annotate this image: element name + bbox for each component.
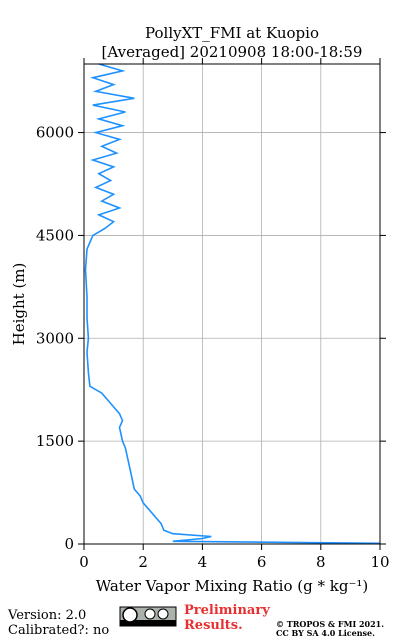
copyright: © TROPOS & FMI 2021. (276, 619, 384, 629)
y-tick-label: 4500 (36, 226, 74, 244)
cc-logo (119, 606, 177, 627)
copyright: CC BY SA 4.0 License. (276, 628, 375, 638)
plot-frame (83, 63, 381, 545)
y-tick-label: 3000 (36, 329, 74, 347)
x-tick-label: 0 (79, 553, 89, 571)
y-tick-label: 0 (64, 535, 74, 553)
preliminary: Results. (184, 618, 243, 633)
y-axis-label: Height (m) (10, 263, 28, 346)
x-axis-label: Water Vapor Mixing Ratio (g * kg⁻¹) (96, 577, 368, 595)
chart-title: PollyXT_FMI at Kuopio (145, 24, 319, 42)
profile-line (84, 63, 381, 545)
calibrated: Calibrated?: no (8, 623, 109, 638)
x-tick-label: 10 (370, 553, 389, 571)
x-tick-label: 6 (257, 553, 267, 571)
x-tick-label: 4 (198, 553, 208, 571)
y-tick-label: 1500 (36, 432, 74, 450)
y-tick-label: 6000 (36, 124, 74, 142)
x-tick-label: 8 (316, 553, 326, 571)
x-tick-label: 2 (138, 553, 148, 571)
version: Version: 2.0 (7, 608, 86, 623)
preliminary: Preliminary (184, 603, 270, 618)
chart-subtitle: [Averaged] 20210908 18:00-18:59 (102, 43, 363, 61)
